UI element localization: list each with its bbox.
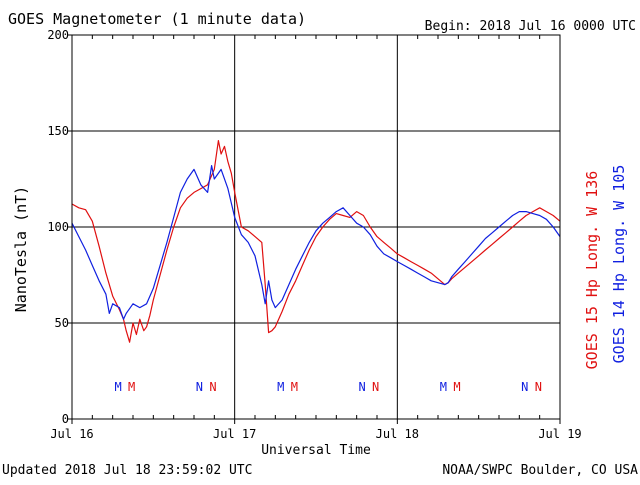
legend-goes15: GOES 15 Hp Long. W 136: [583, 171, 601, 370]
local-time-marker: M: [128, 380, 135, 394]
x-tick-label: Jul 18: [376, 427, 419, 441]
series-line-goes14: [71, 165, 561, 320]
y-tick-label: 100: [47, 220, 69, 234]
y-axis: 0 50 100 150 200: [47, 28, 72, 426]
y-tick-label: 0: [62, 412, 69, 426]
local-time-marker: N: [372, 380, 379, 394]
x-axis-label: Universal Time: [261, 443, 371, 458]
x-tick-label: Jul 16: [50, 427, 93, 441]
begin-label: Begin: 2018 Jul 16 0000 UTC: [425, 19, 636, 34]
series-line-goes15: [71, 140, 561, 343]
y-tick-label: 150: [47, 124, 69, 138]
source-footer: NOAA/SWPC Boulder, CO USA: [442, 463, 638, 478]
y-tick-label: 200: [47, 28, 69, 42]
y-tick-label: 50: [55, 316, 69, 330]
local-time-marker: N: [358, 380, 365, 394]
legend-goes14: GOES 14 Hp Long. W 105: [610, 165, 628, 364]
local-time-marker: M: [114, 380, 121, 394]
x-tick-label: Jul 19: [538, 427, 581, 441]
local-time-marker: N: [521, 380, 528, 394]
local-time-marker: M: [277, 380, 284, 394]
local-time-marker: M: [453, 380, 460, 394]
updated-footer: Updated 2018 Jul 18 23:59:02 UTC: [2, 463, 252, 478]
local-time-marker: M: [291, 380, 298, 394]
local-time-marker: M: [440, 380, 447, 394]
chart-title: GOES Magnetometer (1 minute data): [8, 10, 306, 28]
series-layer: [71, 140, 561, 343]
local-time-marker: N: [209, 380, 216, 394]
legend: GOES 15 Hp Long. W 136 GOES 14 Hp Long. W…: [583, 165, 628, 370]
y-axis-label: NanoTesla (nT): [12, 186, 30, 312]
local-time-marker: N: [535, 380, 542, 394]
x-axis: Jul 16 Jul 17 Jul 18 Jul 19: [50, 35, 582, 441]
grid: [72, 35, 560, 419]
local-time-marker: N: [196, 380, 203, 394]
x-tick-label: Jul 17: [213, 427, 256, 441]
